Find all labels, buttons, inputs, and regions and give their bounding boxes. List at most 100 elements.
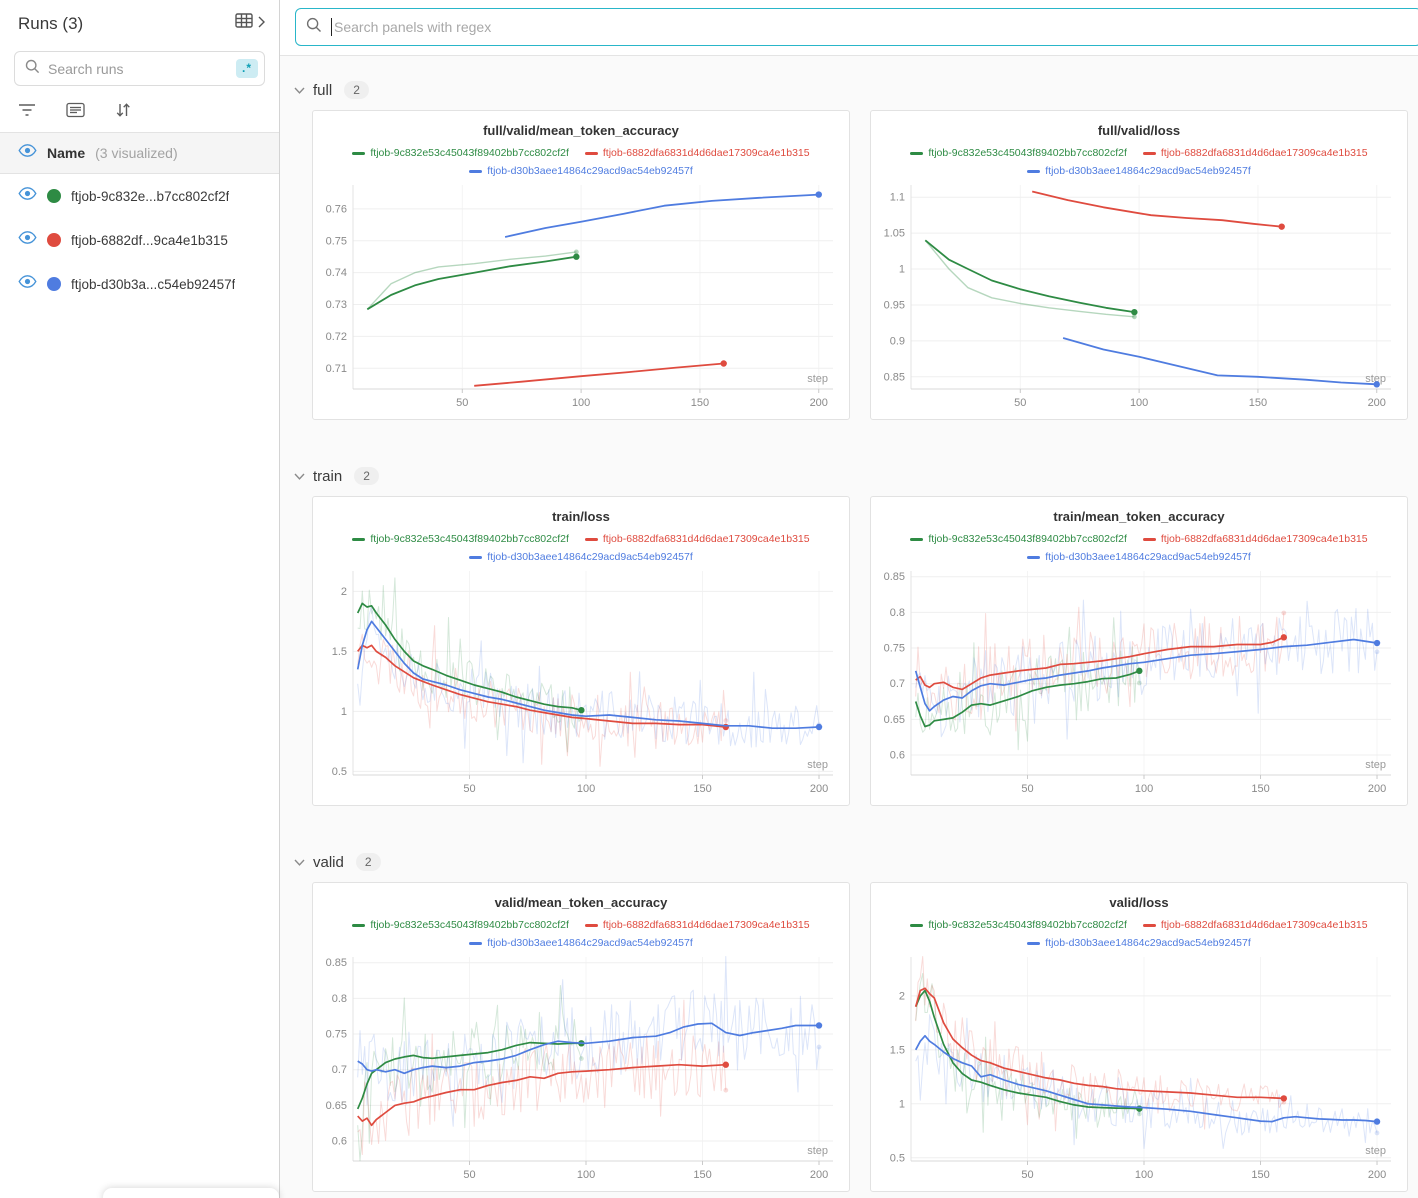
svg-text:0.6: 0.6	[890, 750, 905, 762]
sort-icon[interactable]	[115, 102, 131, 118]
legend-entry: ftjob-6882dfa6831d4d6dae17309ca4e1b315	[585, 146, 810, 161]
svg-text:0.95: 0.95	[884, 299, 905, 311]
chart-title: full/valid/loss	[871, 123, 1407, 138]
svg-text:50: 50	[463, 1169, 475, 1181]
run-row-0[interactable]: ftjob-9c832e...b7cc802cf2f	[0, 174, 279, 218]
chart-plot: 0.60.650.70.750.80.8550100150200step	[871, 565, 1407, 805]
chart-plot: 0.511.5250100150200step	[313, 565, 849, 805]
panel-grid: full/valid/mean_token_accuracy ftjob-9c83…	[312, 110, 1418, 420]
panel-count-badge: 2	[344, 81, 369, 99]
svg-text:200: 200	[810, 1169, 828, 1181]
legend-run-id: ftjob-6882dfa6831d4d6dae17309ca4e1b315	[603, 918, 810, 933]
chart-panel-full-valid-mean-token-accuracy[interactable]: full/valid/mean_token_accuracy ftjob-9c83…	[312, 110, 850, 420]
expand-table-button[interactable]	[235, 12, 265, 35]
x-axis-label: step	[807, 373, 828, 385]
section-header-full[interactable]: full2	[292, 56, 1418, 102]
svg-text:0.85: 0.85	[884, 571, 905, 583]
legend-run-id: ftjob-9c832e53c45043f89402bb7cc802cf2f	[928, 532, 1127, 547]
chart-panel-train-loss[interactable]: train/lossftjob-9c832e53c45043f89402bb7c…	[312, 496, 850, 806]
chart-legend: ftjob-9c832e53c45043f89402bb7cc802cf2f ft…	[871, 143, 1407, 179]
legend-swatch	[585, 152, 598, 155]
legend-run-id: ftjob-6882dfa6831d4d6dae17309ca4e1b315	[1161, 918, 1368, 933]
chevron-right-icon	[257, 15, 265, 33]
run-row-1[interactable]: ftjob-6882df...9ca4e1b315	[0, 218, 279, 262]
panel-count-badge: 2	[354, 467, 379, 485]
eye-icon[interactable]	[18, 187, 37, 205]
legend-run-id: ftjob-9c832e53c45043f89402bb7cc802cf2f	[370, 146, 569, 161]
eye-icon[interactable]	[18, 144, 37, 162]
legend-entry: ftjob-6882dfa6831d4d6dae17309ca4e1b315	[1143, 146, 1368, 161]
panel-sections: full2 full/valid/mean_token_accuracyftjob…	[280, 56, 1418, 1198]
svg-text:200: 200	[810, 397, 828, 409]
panel-search-bar: Search panels with regex	[280, 0, 1418, 56]
svg-text:50: 50	[1021, 783, 1033, 795]
legend-run-id: ftjob-6882dfa6831d4d6dae17309ca4e1b315	[1161, 146, 1368, 161]
section-header-train[interactable]: train2	[292, 442, 1418, 488]
chart-panel-full-valid-loss[interactable]: full/valid/loss ftjob-9c832e53c45043f8940…	[870, 110, 1408, 420]
legend-entry: ftjob-9c832e53c45043f89402bb7cc802cf2f	[910, 146, 1127, 161]
legend-swatch	[585, 924, 598, 927]
search-runs-input[interactable]: Search runs .*	[14, 51, 265, 86]
regex-toggle-button[interactable]: .*	[236, 59, 258, 78]
svg-text:100: 100	[572, 397, 590, 409]
chart-title: full/valid/mean_token_accuracy	[313, 123, 849, 138]
panel-grid: train/lossftjob-9c832e53c45043f89402bb7c…	[312, 496, 1418, 806]
chart-panel-train-mean-token-accuracy[interactable]: train/mean_token_accuracyftjob-9c832e53c…	[870, 496, 1408, 806]
legend-entry: ftjob-d30b3aee14864c29acd9ac54eb92457f	[1027, 550, 1251, 565]
chart-legend: ftjob-9c832e53c45043f89402bb7cc802cf2f ft…	[871, 529, 1407, 565]
search-panels-input[interactable]: Search panels with regex	[295, 8, 1418, 46]
legend-run-id: ftjob-9c832e53c45043f89402bb7cc802cf2f	[370, 918, 569, 933]
svg-text:0.8: 0.8	[890, 607, 905, 619]
svg-text:0.7: 0.7	[890, 678, 905, 690]
list-icon[interactable]	[66, 102, 85, 118]
legend-run-id: ftjob-9c832e53c45043f89402bb7cc802cf2f	[928, 918, 1127, 933]
legend-run-id: ftjob-6882dfa6831d4d6dae17309ca4e1b315	[603, 532, 810, 547]
svg-text:0.65: 0.65	[326, 1100, 347, 1112]
chart-panel-valid-loss[interactable]: valid/loss ftjob-9c832e53c45043f89402bb7c…	[870, 882, 1408, 1192]
legend-run-id: ftjob-d30b3aee14864c29acd9ac54eb92457f	[487, 936, 693, 951]
legend-run-id: ftjob-d30b3aee14864c29acd9ac54eb92457f	[1045, 936, 1251, 951]
eye-icon[interactable]	[18, 275, 37, 293]
section-header-valid[interactable]: valid2	[292, 828, 1418, 874]
legend-run-id: ftjob-6882dfa6831d4d6dae17309ca4e1b315	[603, 146, 810, 161]
svg-text:0.74: 0.74	[326, 267, 347, 279]
svg-text:50: 50	[1014, 397, 1026, 409]
svg-text:0.9: 0.9	[890, 335, 905, 347]
svg-text:1: 1	[899, 1098, 905, 1110]
svg-text:0.71: 0.71	[326, 363, 347, 375]
chart-plot: 0.710.720.730.740.750.7650100150200step	[313, 179, 849, 419]
legend-entry: ftjob-9c832e53c45043f89402bb7cc802cf2f	[352, 532, 569, 547]
svg-text:0.6: 0.6	[332, 1136, 347, 1148]
svg-text:150: 150	[693, 783, 711, 795]
svg-text:1.5: 1.5	[890, 1044, 905, 1056]
svg-text:150: 150	[1249, 397, 1267, 409]
name-header-label: Name	[47, 145, 85, 161]
chart-legend: ftjob-9c832e53c45043f89402bb7cc802cf2f ft…	[313, 143, 849, 179]
run-color-dot	[47, 233, 61, 247]
table-icon	[235, 12, 255, 35]
run-row-2[interactable]: ftjob-d30b3a...c54eb92457f	[0, 262, 279, 306]
filter-icon[interactable]	[18, 103, 36, 117]
panel-count-badge: 2	[356, 853, 381, 871]
chart-panel-valid-mean-token-accuracy[interactable]: valid/mean_token_accuracy ftjob-9c832e53c…	[312, 882, 850, 1192]
legend-run-id: ftjob-9c832e53c45043f89402bb7cc802cf2f	[370, 532, 569, 547]
eye-icon[interactable]	[18, 231, 37, 249]
legend-swatch	[585, 538, 598, 541]
bottom-popover-peek[interactable]	[103, 1188, 279, 1198]
legend-swatch	[1143, 538, 1156, 541]
chart-legend: ftjob-9c832e53c45043f89402bb7cc802cf2f ft…	[313, 915, 849, 951]
run-list: ftjob-9c832e...b7cc802cf2fftjob-6882df..…	[0, 174, 279, 306]
svg-text:0.8: 0.8	[332, 993, 347, 1005]
chart-title: valid/loss	[871, 895, 1407, 910]
chart-legend: ftjob-9c832e53c45043f89402bb7cc802cf2f ft…	[871, 915, 1407, 951]
svg-text:0.72: 0.72	[326, 331, 347, 343]
runs-panel-title: Runs (3)	[18, 14, 83, 34]
chart-title: valid/mean_token_accuracy	[313, 895, 849, 910]
legend-swatch	[910, 924, 923, 927]
name-column-header: Name (3 visualized)	[0, 132, 279, 174]
svg-text:1.1: 1.1	[890, 192, 905, 204]
legend-swatch	[352, 924, 365, 927]
legend-entry: ftjob-d30b3aee14864c29acd9ac54eb92457f	[469, 936, 693, 951]
svg-text:1.5: 1.5	[332, 646, 347, 658]
svg-text:100: 100	[1135, 783, 1153, 795]
